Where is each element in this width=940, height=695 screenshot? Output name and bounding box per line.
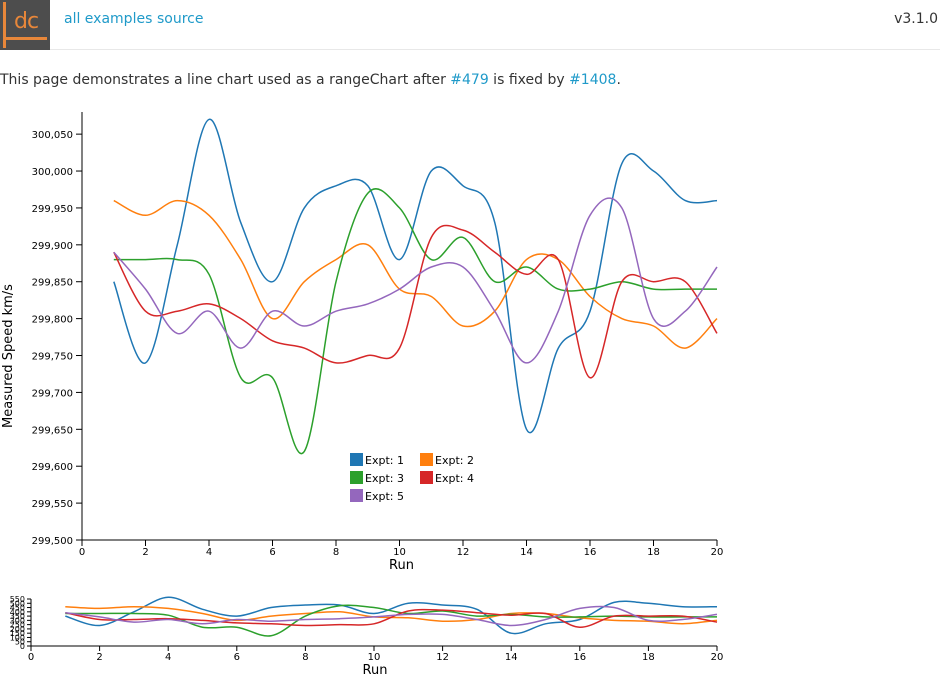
legend-swatch[interactable] — [350, 471, 363, 484]
legend-swatch[interactable] — [420, 453, 433, 466]
range-x-tick-label: 20 — [711, 652, 724, 663]
legend-swatch[interactable] — [350, 489, 363, 502]
range-x-tick-label: 6 — [234, 652, 240, 663]
range-x-tick-label: 12 — [436, 652, 449, 663]
y-tick-label: 299,850 — [32, 278, 73, 289]
y-tick-label: 299,750 — [32, 352, 73, 363]
legend-swatch[interactable] — [350, 453, 363, 466]
all-examples-link[interactable]: all examples — [64, 11, 153, 27]
series-line-expt-1[interactable] — [113, 118, 718, 434]
series-line-expt-2[interactable] — [113, 199, 718, 349]
issue-479-link[interactable]: #479 — [450, 72, 489, 88]
x-tick-label: 16 — [584, 547, 597, 558]
range-x-tick-label: 18 — [642, 652, 655, 663]
range-y-tick-label: 0 — [20, 642, 25, 651]
y-tick-label: 299,800 — [32, 315, 73, 326]
pr-1408-link[interactable]: #1408 — [569, 72, 617, 88]
x-tick-label: 0 — [79, 547, 85, 558]
range-x-tick-label: 16 — [573, 652, 586, 663]
series-group — [113, 118, 718, 455]
version-label: v3.1.0 — [894, 11, 938, 27]
range-x-tick-label: 2 — [96, 652, 102, 663]
legend-label[interactable]: Expt: 2 — [435, 454, 474, 467]
range-series-line-expt-1 — [65, 596, 718, 635]
range-x-axis-label: Run — [363, 663, 388, 678]
range-series-group — [65, 596, 718, 637]
logo-text: dc — [14, 9, 39, 34]
range-x-tick-label: 4 — [165, 652, 171, 663]
series-line-expt-5[interactable] — [113, 197, 718, 364]
y-tick-label: 299,950 — [32, 204, 73, 215]
legend-label[interactable]: Expt: 1 — [365, 454, 404, 467]
y-tick-label: 299,900 — [32, 241, 73, 252]
legend: Expt: 1 Expt: 2 Expt: 3 Expt: 4 Expt: 5 — [350, 453, 474, 503]
range-y-tick-label: 200 — [10, 625, 25, 634]
range-y-tick-label: 350 — [10, 612, 25, 621]
y-tick-label: 299,500 — [32, 536, 73, 547]
range-series-line-expt-5 — [65, 605, 718, 627]
intro-prefix: This page demonstrates a line chart used… — [0, 72, 451, 88]
logo-bar-horizontal — [3, 37, 47, 40]
series-line-expt-4[interactable] — [113, 224, 718, 379]
range-y-tick-label: 150 — [10, 629, 25, 638]
range-x-tick-label: 0 — [28, 652, 34, 663]
x-tick-label: 6 — [269, 547, 275, 558]
logo-bar-vertical — [3, 2, 6, 48]
range-x-tick-label: 8 — [302, 652, 308, 663]
range-brush-area[interactable] — [31, 599, 717, 646]
range-y-tick-label: 250 — [10, 621, 25, 630]
range-y-tick-label: 450 — [10, 604, 25, 613]
focus-line-chart[interactable]: 299,500 299,550 299,600 299,650 299,700 299,7… — [0, 100, 760, 580]
x-tick-label: 18 — [647, 547, 660, 558]
range-series-line-expt-4 — [65, 608, 718, 628]
x-tick-label: 8 — [333, 547, 339, 558]
source-link[interactable]: source — [157, 11, 204, 27]
range-y-tick-label: 550 — [10, 595, 25, 604]
intro-paragraph: This page demonstrates a line chart used… — [0, 72, 621, 88]
x-tick-label: 20 — [711, 547, 724, 558]
page-header: dc all examples source v3.1.0 — [0, 0, 940, 50]
legend-label[interactable]: Expt: 4 — [435, 472, 474, 485]
legend-swatch[interactable] — [420, 471, 433, 484]
range-y-tick-label: 400 — [10, 608, 25, 617]
x-axis-label: Run — [389, 558, 414, 573]
x-tick-label: 12 — [457, 547, 470, 558]
range-x-tick-label: 14 — [505, 652, 518, 663]
y-tick-label: 299,550 — [32, 499, 73, 510]
y-tick-label: 299,650 — [32, 425, 73, 436]
y-tick-label: 299,700 — [32, 388, 73, 399]
intro-suffix: . — [616, 72, 621, 88]
y-axis-label: Measured Speed km/s — [1, 284, 16, 428]
range-y-tick-label: 300 — [10, 616, 25, 625]
y-tick-label: 300,050 — [32, 130, 73, 141]
x-tick-label: 4 — [206, 547, 212, 558]
range-x-tick-label: 10 — [368, 652, 381, 663]
range-y-tick-label: 100 — [10, 633, 25, 642]
legend-label[interactable]: Expt: 3 — [365, 472, 404, 485]
intro-middle: is fixed by — [488, 72, 570, 88]
dc-logo[interactable]: dc — [0, 0, 50, 50]
x-tick-label: 10 — [393, 547, 406, 558]
x-tick-label: 2 — [142, 547, 148, 558]
y-tick-label: 299,600 — [32, 462, 73, 473]
series-line-expt-3[interactable] — [113, 188, 717, 455]
legend-label[interactable]: Expt: 5 — [365, 490, 404, 503]
x-tick-label: 14 — [520, 547, 533, 558]
range-y-tick-label: 500 — [10, 599, 25, 608]
y-tick-label: 300,000 — [32, 167, 73, 178]
range-y-tick-label: 50 — [15, 638, 25, 647]
